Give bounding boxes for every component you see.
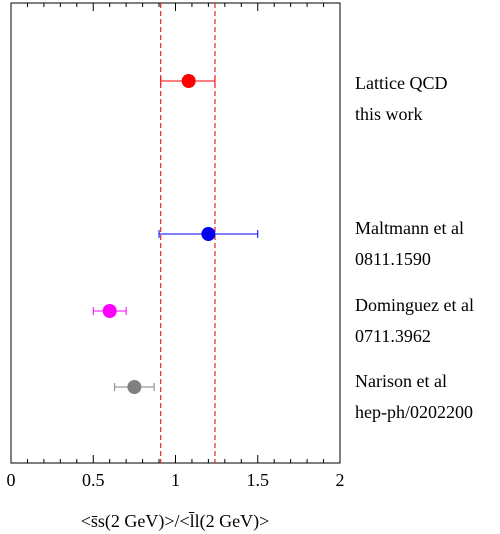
entry-label: this work [355, 104, 423, 124]
x-tick-label: 0.5 [82, 470, 105, 490]
x-tick-label: 1.5 [247, 470, 270, 490]
data-point [201, 227, 216, 241]
data-points: Lattice QCD this work Maltmann et al 0811.1… [92, 73, 474, 422]
data-point [127, 380, 142, 394]
x-tick-label: 1 [171, 470, 180, 490]
data-point [181, 74, 196, 88]
entry-label: 0711.3962 [355, 326, 431, 346]
x-tick-label: 0 [7, 470, 16, 490]
x-axis-ticks: 0 0.5 1 1.5 2 [7, 3, 345, 490]
data-entry: Lattice QCD this work [160, 73, 447, 124]
x-axis-label: <s̄s(2 GeV)>/<l̄l(2 GeV)> [81, 511, 270, 532]
data-entry: Maltmann et al 0811.1590 [158, 218, 464, 269]
data-entry: Narison et al hep-ph/0202200 [114, 371, 473, 422]
entry-label: Narison et al [355, 371, 447, 391]
data-entry: Dominguez et al 0711.3962 [92, 295, 474, 346]
entry-label: Maltmann et al [355, 218, 464, 238]
entry-label: Lattice QCD [355, 73, 447, 93]
plot-frame [10, 2, 341, 464]
entry-label: 0811.1590 [355, 249, 431, 269]
x-tick-label: 2 [336, 470, 345, 490]
data-point [102, 304, 117, 318]
entry-label: hep-ph/0202200 [355, 402, 473, 422]
entry-label: Dominguez et al [355, 295, 474, 315]
